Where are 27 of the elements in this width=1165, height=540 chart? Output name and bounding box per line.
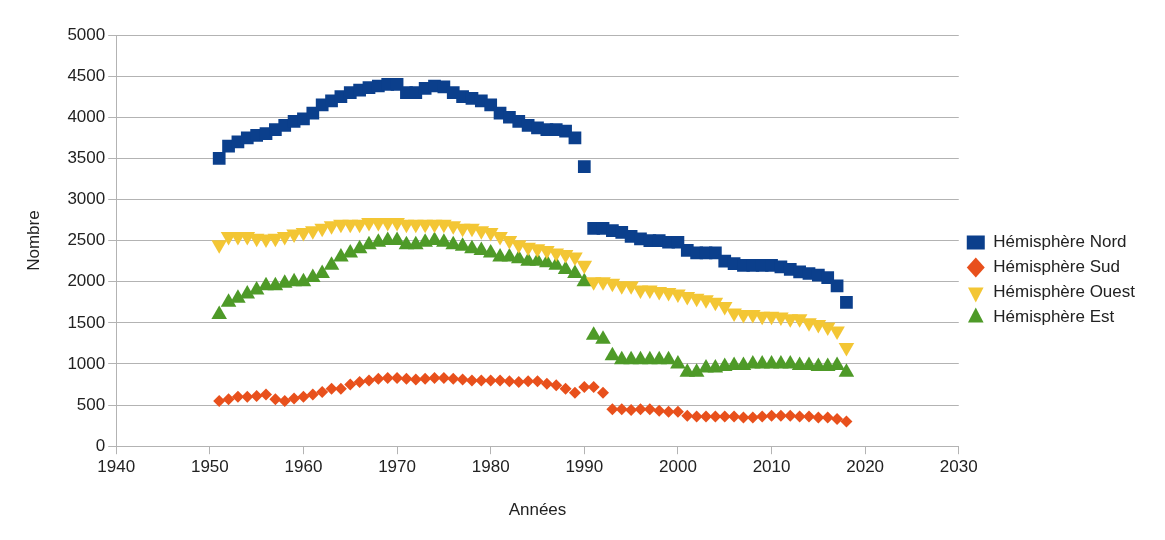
y-tick-label: 500 xyxy=(76,394,106,414)
legend-label: Hémisphère Est xyxy=(993,307,1115,327)
y-tick-label: 1000 xyxy=(67,353,106,373)
y-tick-label: 1500 xyxy=(67,312,106,332)
y-tick-label: 3000 xyxy=(67,189,106,209)
x-tick-label: 1950 xyxy=(190,457,229,477)
legend-label: Hémisphère Sud xyxy=(993,257,1120,277)
x-tick-label: 2020 xyxy=(846,457,885,477)
x-tick-label: 1990 xyxy=(565,457,604,477)
x-tick-label: 1940 xyxy=(97,457,136,477)
y-tick-label: 2000 xyxy=(67,271,106,291)
y-tick-label: 4000 xyxy=(67,106,106,126)
y-tick-label: 2500 xyxy=(67,230,106,250)
y-axis-title: Nombre xyxy=(23,210,43,271)
y-tick-label: 0 xyxy=(95,435,106,455)
x-tick-label: 1960 xyxy=(284,457,323,477)
x-axis-title: Années xyxy=(508,500,567,520)
x-tick-label: 2010 xyxy=(752,457,791,477)
x-tick-label: 2030 xyxy=(939,457,978,477)
legend-label: Hémisphère Ouest xyxy=(993,282,1136,302)
y-tick-label: 3500 xyxy=(67,148,106,168)
y-tick-label: 4500 xyxy=(67,65,106,85)
legend-label: Hémisphère Nord xyxy=(993,232,1127,252)
x-tick-label: 1970 xyxy=(378,457,416,477)
x-tick-label: 2000 xyxy=(659,457,697,477)
y-tick-label: 5000 xyxy=(67,24,106,44)
x-tick-label: 1980 xyxy=(471,457,510,477)
